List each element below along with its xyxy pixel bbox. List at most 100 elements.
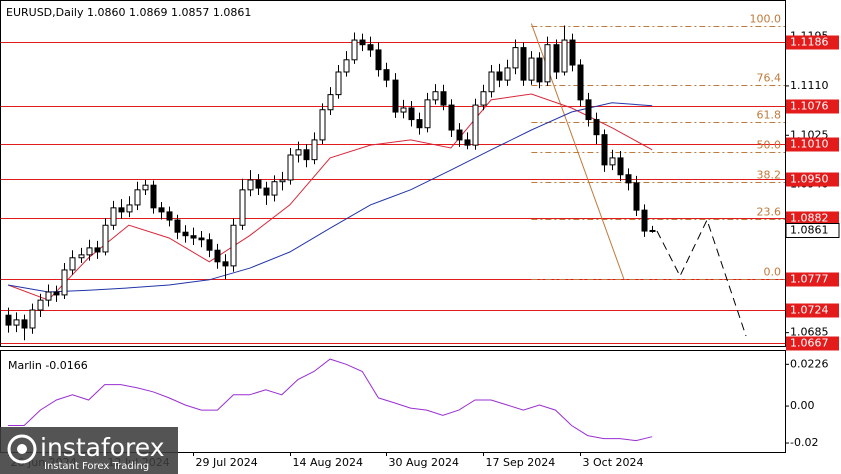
plot-layer: [5, 25, 656, 442]
candle-body: [327, 94, 334, 111]
moving-average: [7, 93, 653, 301]
candle-body: [263, 187, 270, 196]
candle-body: [279, 179, 286, 183]
forecast-path: [656, 218, 747, 337]
candle-body: [206, 239, 213, 251]
candle-body: [408, 107, 415, 121]
candle-body: [5, 314, 12, 326]
candle-body: [585, 99, 592, 121]
candle-body: [496, 71, 503, 81]
candle-body: [617, 157, 624, 176]
fib-label: 76.4: [757, 72, 782, 85]
candle-body: [239, 189, 246, 226]
candle-body: [609, 157, 616, 166]
x-tick-label: 29 Jul 2024: [196, 456, 258, 469]
fib-label: 100.0: [750, 13, 782, 26]
level-label-box: [786, 99, 839, 114]
level-label-box: [786, 303, 839, 318]
candle-body: [53, 291, 60, 296]
last-price-label: 1.0861: [790, 224, 829, 237]
candle-body: [102, 224, 109, 253]
candle-body: [641, 209, 648, 232]
candle-body: [383, 69, 390, 81]
level-label: 1.1076: [790, 100, 829, 113]
candle-body: [416, 119, 423, 129]
candle-body: [303, 149, 310, 161]
candle-body: [601, 134, 608, 166]
candle-body: [343, 59, 350, 73]
candle-body: [214, 249, 221, 263]
candle-body: [577, 64, 584, 101]
candle-body: [78, 254, 85, 259]
y-tick-label: 0.0226: [790, 357, 829, 370]
candle-body: [150, 184, 157, 209]
level-label-box: [786, 211, 839, 226]
candle-body: [464, 139, 471, 146]
logo: instaforex Instant Forex Trading: [0, 427, 178, 474]
candle-body: [126, 204, 133, 213]
level-label-box: [786, 137, 839, 152]
level-label: 1.0950: [790, 173, 829, 186]
candle-body: [375, 49, 382, 71]
candle-body: [271, 181, 278, 196]
candle-body: [440, 91, 447, 106]
candle-body: [142, 184, 149, 191]
fib-label: 61.8: [757, 109, 782, 122]
oscillator-line: [8, 358, 653, 442]
y-tick-label: 1.0685: [790, 326, 829, 339]
grid-layer: 100.0 76.4 61.8 50.0 38.2 23.6 0.0: [0, 13, 785, 344]
moving-average: [8, 102, 653, 293]
candle-body: [69, 257, 76, 271]
candle-body: [13, 319, 20, 326]
logo-icon: [7, 434, 37, 464]
candle-body: [520, 47, 527, 81]
fib-label: 38.2: [757, 169, 782, 182]
candle-body: [190, 235, 197, 239]
candle-body: [86, 247, 93, 256]
level-label: 1.1186: [790, 36, 829, 49]
candle-body: [110, 207, 117, 226]
x-tick-label: 17 Sep 2024: [486, 456, 556, 469]
candle-body: [359, 39, 366, 46]
fib-label: 23.6: [757, 206, 782, 219]
candle-body: [335, 71, 342, 96]
candle-body: [37, 299, 44, 311]
candle-body: [488, 71, 495, 93]
logo-tagline: Instant Forex Trading: [44, 461, 149, 472]
candle-body: [255, 179, 262, 189]
candle-body: [480, 91, 487, 106]
chart-title: EURUSD,Daily 1.0860 1.0869 1.0857 1.0861: [6, 6, 251, 19]
candle-body: [134, 189, 141, 206]
candle-body: [222, 261, 229, 267]
candle-body: [424, 99, 431, 129]
candle-body: [61, 269, 68, 296]
level-label: 1.0882: [790, 212, 829, 225]
level-label-box: [786, 35, 839, 50]
candle-body: [569, 39, 576, 66]
level-label: 1.0667: [790, 337, 829, 350]
axis-layer: 1.11951.11101.10251.09401.08551.07701.06…: [8, 30, 840, 469]
fib-label: 50.0: [757, 139, 782, 152]
level-label-box: [786, 272, 839, 287]
candle-body: [512, 47, 519, 69]
candle-body: [29, 309, 36, 329]
x-tick-label: 14 Aug 2024: [293, 456, 363, 469]
logo-name: instaforex: [40, 433, 165, 462]
candle-body: [544, 44, 551, 83]
oscillator-title: Marlin -0.0166: [8, 359, 88, 372]
level-label: 1.0777: [790, 273, 829, 286]
candle-body: [45, 291, 52, 301]
candle-body: [593, 119, 600, 136]
candle-body: [247, 179, 254, 191]
candle-body: [287, 154, 294, 181]
main-frame: [0, 0, 786, 347]
candle-body: [118, 207, 125, 213]
logo-background: [0, 427, 178, 474]
candle-body: [158, 207, 165, 213]
candle-body: [625, 174, 632, 184]
candle-body: [295, 149, 302, 156]
candle-body: [528, 57, 535, 81]
candle-body: [536, 57, 543, 83]
candle-body: [174, 219, 181, 233]
